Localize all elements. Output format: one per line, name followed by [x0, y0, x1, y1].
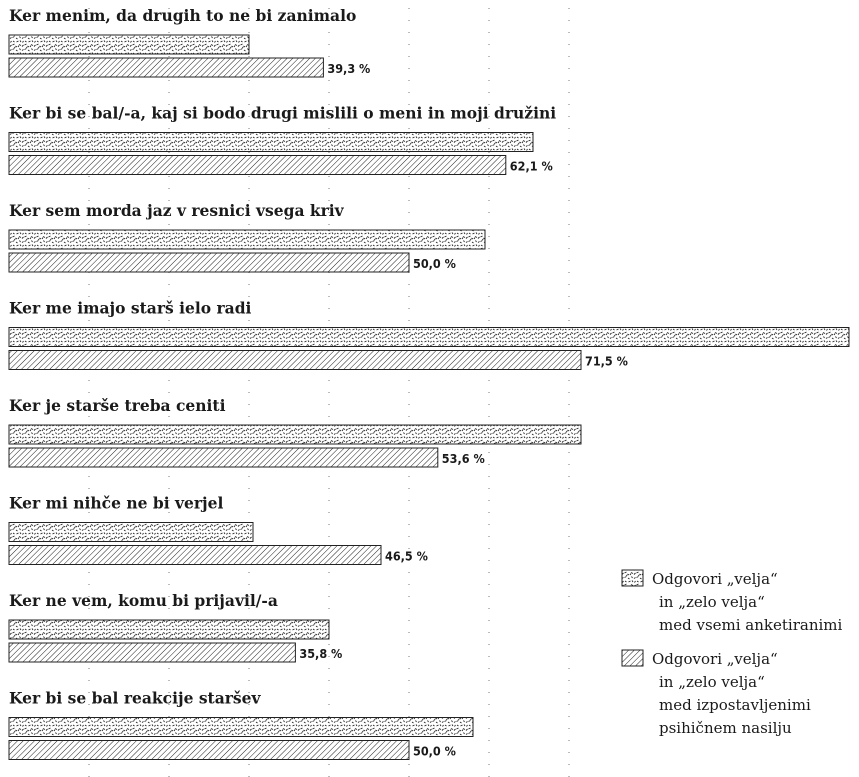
bar-exposed-respondents — [8, 740, 410, 760]
bar-exposed-respondents — [8, 252, 410, 273]
value-label: 35,8 % — [299, 646, 342, 661]
bar-all-respondents — [8, 717, 474, 737]
labels: Ker menim, da drugih to ne bi zanimalo 39… — [9, 6, 628, 759]
legend-swatch-hatch — [621, 649, 644, 667]
bar-all-respondents — [8, 132, 534, 152]
bar-all-respondents — [8, 424, 582, 445]
bar-all-respondents — [8, 619, 330, 640]
value-label: 62,1 % — [510, 159, 553, 174]
legend-text: in „zelo velja“ — [659, 673, 765, 691]
value-label: 46,5 % — [385, 549, 428, 564]
category-label: Ker menim, da drugih to ne bi zanimalo — [9, 6, 356, 25]
value-label: 50,0 % — [413, 744, 456, 759]
value-label: 39,3 % — [327, 61, 370, 76]
value-label: 50,0 % — [413, 256, 456, 271]
value-label: 53,6 % — [442, 451, 485, 466]
bar-exposed-respondents — [8, 155, 507, 175]
bar-exposed-respondents — [8, 350, 582, 370]
bar-exposed-respondents — [8, 447, 439, 468]
bar-all-respondents — [8, 34, 250, 55]
category-label: Ker bi se bal reakcije staršev — [9, 689, 262, 708]
bar-exposed-respondents — [8, 642, 296, 663]
legend-text: psihičnem nasilju — [659, 719, 792, 737]
bar-exposed-respondents — [8, 545, 382, 565]
bars — [8, 34, 850, 760]
legend-text: med izpostavljenimi — [659, 696, 811, 714]
legend-text: Odgovori „velja“ — [652, 570, 778, 588]
category-label: Ker sem morda jaz v resnici vsega kriv — [9, 201, 345, 220]
legend-text: in „zelo velja“ — [659, 593, 765, 611]
legend-text: med vsemi anketiranimi — [659, 616, 842, 634]
legend-text: Odgovori „velja“ — [652, 650, 778, 668]
bar-all-respondents — [8, 522, 254, 542]
category-label: Ker mi nihče ne bi verjel — [9, 494, 224, 513]
category-label: Ker bi se bal/-a, kaj si bodo drugi misl… — [9, 104, 556, 123]
bar-all-respondents — [8, 327, 850, 347]
bar-exposed-respondents — [8, 57, 324, 78]
category-label: Ker ne vem, komu bi prijavil/-a — [9, 591, 278, 610]
gridlines — [88, 8, 570, 777]
legend-swatch-noise — [621, 569, 644, 587]
category-label: Ker me imajo starš ielo radi — [9, 299, 252, 318]
value-label: 71,5 % — [585, 354, 628, 369]
category-label: Ker je starše treba ceniti — [9, 396, 226, 415]
legend: Odgovori „velja“ in „zelo velja“ med vsemi… — [621, 569, 842, 737]
bar-all-respondents — [8, 229, 486, 250]
